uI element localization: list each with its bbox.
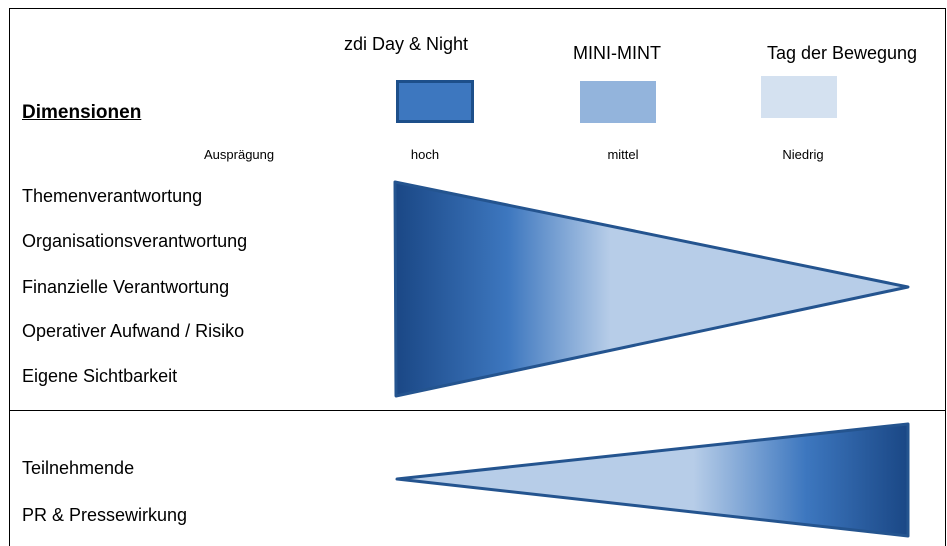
column-header-tag-der-bewegung: Tag der Bewegung: [766, 43, 918, 63]
swatch-low: [761, 76, 837, 118]
swatch-medium: [580, 81, 656, 123]
level-low: Niedrig: [782, 147, 824, 162]
dimension-themenverantwortung: Themenverantwortung: [22, 186, 203, 206]
level-medium: mittel: [607, 147, 639, 162]
dimension-organisationsverantwortung: Organisationsverantwortung: [22, 231, 248, 251]
dimension-pr-pressewirkung: PR & Pressewirkung: [22, 505, 188, 525]
triangle-decreasing: [393, 180, 910, 398]
column-header-zdi-day-night: zdi Day & Night: [343, 34, 469, 54]
column-header-mini-mint: MINI-MINT: [573, 43, 661, 63]
level-high: hoch: [410, 147, 440, 162]
level-header: Ausprägung: [204, 147, 275, 162]
dimension-finanzielle-verantwortung: Finanzielle Verantwortung: [22, 277, 230, 297]
triangle-increasing: [395, 422, 910, 538]
dimensions-title: Dimensionen: [22, 102, 142, 123]
dimension-eigene-sichtbarkeit: Eigene Sichtbarkeit: [22, 366, 178, 386]
section-divider: [9, 410, 946, 411]
swatch-high: [396, 80, 474, 123]
dimension-operativer-aufwand: Operativer Aufwand / Risiko: [22, 321, 245, 341]
dimension-teilnehmende: Teilnehmende: [22, 458, 135, 478]
diagram-frame: [9, 8, 946, 546]
